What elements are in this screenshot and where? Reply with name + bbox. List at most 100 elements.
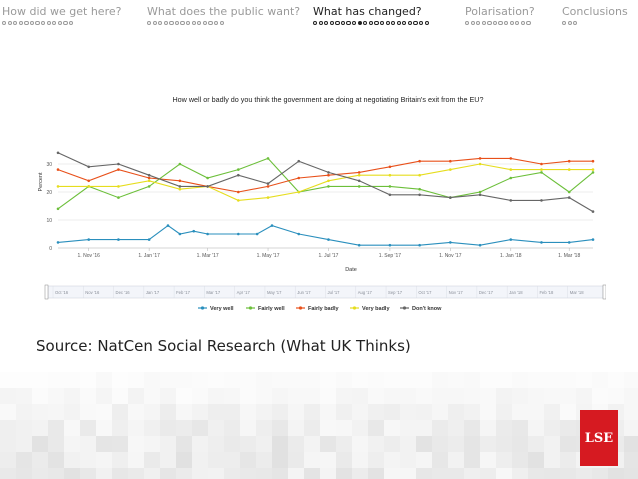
data-point[interactable] bbox=[206, 185, 209, 188]
slide-dot[interactable] bbox=[346, 21, 351, 26]
data-point[interactable] bbox=[56, 168, 60, 171]
nav-section-label[interactable]: Conclusions bbox=[562, 5, 628, 18]
slide-dot[interactable] bbox=[498, 21, 503, 26]
data-point[interactable] bbox=[357, 171, 361, 174]
data-point[interactable] bbox=[567, 168, 571, 171]
slide-dot[interactable] bbox=[418, 21, 424, 26]
data-point[interactable] bbox=[418, 243, 421, 247]
data-point[interactable] bbox=[449, 196, 452, 199]
data-point[interactable] bbox=[178, 232, 182, 236]
nav-section[interactable]: What does the public want? bbox=[147, 5, 301, 26]
slide-dot[interactable] bbox=[41, 21, 46, 26]
nav-section-label[interactable]: What does the public want? bbox=[147, 5, 301, 18]
data-point[interactable] bbox=[266, 182, 270, 185]
data-point[interactable] bbox=[147, 173, 151, 177]
slide-dot[interactable] bbox=[567, 21, 572, 26]
data-point[interactable] bbox=[449, 168, 452, 171]
data-point[interactable] bbox=[540, 162, 543, 166]
data-point[interactable] bbox=[147, 176, 151, 180]
data-point[interactable] bbox=[388, 243, 392, 247]
slide-dot[interactable] bbox=[465, 21, 470, 26]
slide-dot[interactable] bbox=[509, 21, 514, 26]
data-point[interactable] bbox=[509, 176, 513, 180]
slide-dot[interactable] bbox=[504, 21, 509, 26]
slide-dot[interactable] bbox=[46, 21, 51, 26]
slide-dot[interactable] bbox=[219, 21, 224, 26]
data-point[interactable] bbox=[591, 210, 595, 213]
data-point[interactable] bbox=[237, 168, 240, 171]
data-point[interactable] bbox=[478, 243, 482, 247]
data-point[interactable] bbox=[567, 196, 571, 199]
slide-dot[interactable] bbox=[385, 21, 390, 26]
data-point[interactable] bbox=[56, 151, 60, 155]
data-point[interactable] bbox=[591, 171, 595, 174]
slide-dot[interactable] bbox=[68, 21, 74, 26]
data-point[interactable] bbox=[418, 193, 421, 197]
data-point[interactable] bbox=[87, 179, 91, 183]
data-point[interactable] bbox=[266, 196, 270, 199]
data-point[interactable] bbox=[449, 159, 452, 163]
data-point[interactable] bbox=[327, 238, 330, 241]
slide-dot[interactable] bbox=[186, 21, 191, 26]
slide-dot[interactable] bbox=[379, 21, 385, 26]
data-point[interactable] bbox=[509, 168, 513, 171]
navigator-left-handle[interactable] bbox=[44, 284, 49, 300]
slide-dot[interactable] bbox=[18, 21, 23, 26]
data-point[interactable] bbox=[178, 162, 182, 166]
slide-dot[interactable] bbox=[147, 21, 152, 26]
slide-dot[interactable] bbox=[313, 21, 318, 26]
legend-item[interactable]: Don't know bbox=[400, 306, 442, 312]
slide-dot[interactable] bbox=[374, 21, 379, 26]
slide-dot[interactable] bbox=[407, 21, 413, 26]
data-point[interactable] bbox=[418, 159, 421, 163]
nav-section[interactable]: Polarisation? bbox=[465, 5, 535, 26]
data-point[interactable] bbox=[327, 171, 330, 174]
data-point[interactable] bbox=[117, 238, 120, 241]
slide-dot[interactable] bbox=[424, 21, 429, 26]
data-point[interactable] bbox=[388, 193, 392, 197]
slide-dot[interactable] bbox=[352, 21, 357, 26]
range-navigator[interactable]: Oct '16 Nov '16 Dec '16 Jan '17 Feb '17 Mar '… bbox=[44, 284, 606, 300]
nav-section[interactable]: Conclusions bbox=[562, 5, 628, 26]
slide-dot[interactable] bbox=[57, 21, 62, 26]
slide-dot[interactable] bbox=[526, 21, 531, 26]
data-point[interactable] bbox=[327, 179, 330, 183]
slide-dot[interactable] bbox=[520, 21, 525, 26]
slide-dot[interactable] bbox=[158, 21, 163, 26]
nav-section-label[interactable]: Polarisation? bbox=[465, 5, 535, 18]
data-point[interactable] bbox=[147, 179, 151, 183]
slide-dot[interactable] bbox=[13, 21, 18, 26]
data-point[interactable] bbox=[567, 190, 571, 194]
data-point[interactable] bbox=[509, 157, 513, 160]
data-point[interactable] bbox=[266, 157, 270, 160]
data-point[interactable] bbox=[540, 241, 543, 244]
slide-dot[interactable] bbox=[573, 21, 578, 26]
data-point[interactable] bbox=[266, 185, 270, 188]
data-point[interactable] bbox=[178, 187, 182, 191]
slide-dot[interactable] bbox=[163, 21, 168, 26]
nav-section[interactable]: What has changed? bbox=[313, 5, 429, 26]
slide-dot[interactable] bbox=[29, 21, 35, 26]
slide-dot[interactable] bbox=[413, 21, 418, 26]
data-point[interactable] bbox=[418, 173, 421, 177]
legend-item[interactable]: Very well bbox=[198, 306, 234, 312]
data-point[interactable] bbox=[418, 187, 421, 191]
nav-section-label[interactable]: How did we get here? bbox=[2, 5, 122, 18]
slide-dot[interactable] bbox=[515, 21, 520, 26]
data-point[interactable] bbox=[591, 168, 595, 171]
data-point[interactable] bbox=[388, 165, 392, 169]
legend-item[interactable]: Very badly bbox=[350, 306, 390, 312]
slide-dot[interactable] bbox=[335, 21, 340, 26]
data-point[interactable] bbox=[509, 199, 513, 202]
data-point[interactable] bbox=[297, 232, 301, 236]
slide-dot[interactable] bbox=[63, 21, 68, 26]
data-point[interactable] bbox=[56, 241, 60, 244]
slide-dot[interactable] bbox=[2, 21, 7, 26]
slide-dot[interactable] bbox=[191, 21, 196, 26]
data-point[interactable] bbox=[56, 207, 60, 211]
data-point[interactable] bbox=[87, 238, 91, 241]
data-point[interactable] bbox=[178, 179, 182, 183]
data-point[interactable] bbox=[357, 179, 361, 183]
data-point[interactable] bbox=[255, 232, 259, 236]
data-point[interactable] bbox=[297, 176, 301, 180]
